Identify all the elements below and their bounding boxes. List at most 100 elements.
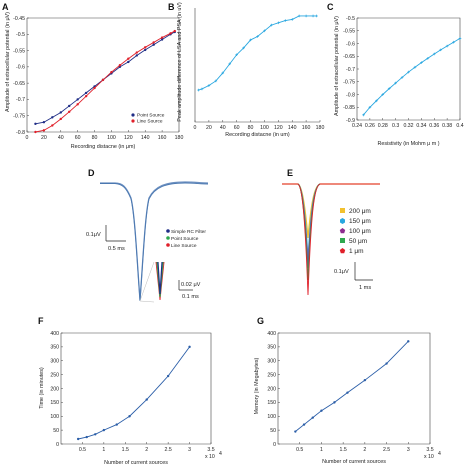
y-tick-label: 150 [50,400,59,406]
legend-marker-50um [340,238,345,243]
panel-letter-g: G [257,316,264,326]
data-point [407,340,410,343]
data-point [144,48,147,52]
data-point [333,401,336,404]
legend-marker-100um [339,228,346,234]
x-tick-label: 80 [92,135,98,141]
x-tick-label: 140 [288,125,297,131]
legend-marker-1 [131,119,135,123]
legend-d: Simple RC Filter Point Source Line Sourc… [166,229,206,249]
y-tick-label: -0.85 [343,105,355,111]
y-tick-label: 150 [267,400,276,406]
data-point [242,46,245,50]
y-axis-label: Peak amplitude difference of LSA and PSA… [177,2,183,122]
chart-panel-g: 0.5 1 1.5 2 2.5 3 3.5 0 50 100 150 200 250 300 350 400 N… [254,331,441,465]
legend-label-200um: 200 μm [349,208,371,215]
y-tick-label: -0.55 [343,29,355,35]
legend-marker-rc [166,229,170,233]
data-point [228,62,232,66]
data-point [320,409,323,412]
chart-panel-c: 0.24 0.26 0.28 0.3 0.32 0.34 0.36 0.38 0.4 -0.9 -0… [334,16,464,147]
scalebar-h-label-d: 0.5 ms [108,246,125,252]
chart-panel-b: 0 20 40 60 80 100 120 140 160 180 Recording distac… [177,2,324,138]
x-tick-label: 160 [158,135,167,141]
x-tick-label: 80 [248,125,254,131]
data-point [420,61,423,64]
x-axis-label: Number of current sources [322,459,386,465]
x-tick-label: 1.5 [122,447,129,453]
data-point [283,19,287,22]
data-point [93,86,96,90]
zoom-guide-bottom [139,300,155,303]
series-line-0 [198,15,317,91]
waveform-point-source [100,182,209,302]
legend-label-point: Point Source [171,236,199,242]
y-tick-label: 300 [50,359,59,365]
y-tick-label: 250 [267,372,276,378]
scalebar-main-e: 0.1μV 1 ms [334,262,373,291]
data-point [34,130,37,134]
data-point [101,78,105,82]
x-tick-label: 20 [41,135,47,141]
data-point [197,88,200,92]
axes-frame-top-right [278,332,431,444]
panel-letter-c: C [327,2,334,12]
data-point [76,437,80,441]
x-tick-label: 0.3 [392,123,399,129]
data-point [407,70,410,74]
scalebar-main-d: 0.1μV 0.5 ms [86,225,126,252]
data-point [304,14,308,18]
y-axis-label: Amplitude of extracellular potential (in… [334,16,340,116]
x-tick-label: 60 [75,135,81,141]
y-tick-label: 400 [50,331,59,337]
data-point [400,76,404,79]
data-point [375,99,378,103]
y-tick-label: -0.6 [16,65,25,71]
y-axis-label: Time (in minutes) [39,367,45,409]
x-axis-label: Recording distacne (in μm) [71,144,136,150]
legend-label-0: Point Source [137,113,165,119]
x-tick-label: 3 [407,447,410,453]
legend-label-50um: 50 μm [349,238,367,245]
data-point [94,433,97,436]
data-point [59,117,62,121]
x-tick-label: 0.34 [416,123,426,129]
data-point [128,415,131,418]
y-tick-label: 200 [267,386,276,392]
data-point [127,60,130,64]
data-point [110,70,113,74]
data-point [42,121,46,124]
data-point [84,91,88,95]
data-point [34,122,37,126]
panel-letter-b: B [168,2,175,12]
chart-panel-e: 200 μm 150 μm 100 μm 50 μm 1 μm 0.1μV 1 … [282,183,380,296]
x-tick-label: 2.5 [383,447,390,453]
x-axis-label: Recording distacne (in um) [225,132,290,138]
scalebar-h-label-e: 1 ms [359,285,371,291]
scalebar-inset-v-label: 0.02 μV [181,282,201,288]
data-point [214,79,218,83]
axes-frame [194,8,320,123]
y-tick-label: -0.5 [346,16,355,22]
y-tick-label: 250 [50,372,59,378]
x-tick-label: 20 [206,125,212,131]
x-tick-label: 140 [141,135,150,141]
axes-frame-top-right [61,332,212,444]
y-tick-label: 350 [50,345,59,351]
y-tick-label: -0.9 [346,118,355,124]
x-tick-label: 0 [194,125,197,131]
scalebar-inset-d: 0.02 μV 0.1 ms [178,280,201,300]
y-tick-label: 100 [267,414,276,420]
data-point [152,43,155,46]
y-tick-label: -0.5 [16,32,25,38]
data-point [135,51,138,54]
scalebar-inset-h-label: 0.1 ms [182,294,199,300]
data-point [277,21,280,25]
x-tick-label: 1.5 [340,447,347,453]
data-point [263,29,266,33]
y-tick-label: -0.65 [13,81,25,87]
y-tick-label: -0.7 [346,67,355,73]
data-point [221,71,225,75]
x-tick-label: 0.36 [429,123,439,129]
